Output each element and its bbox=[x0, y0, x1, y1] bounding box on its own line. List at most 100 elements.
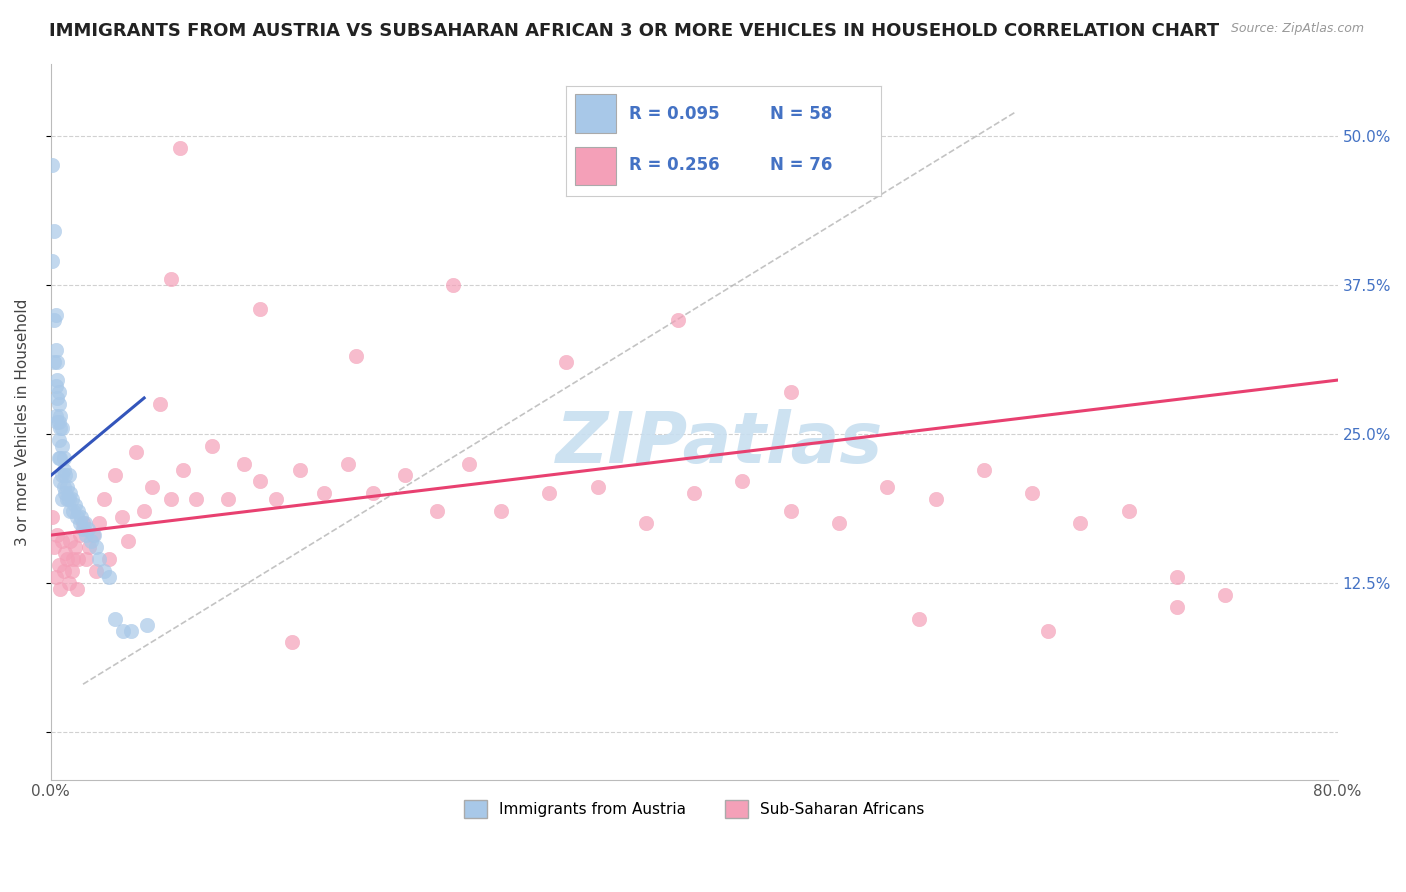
Point bbox=[586, 480, 609, 494]
Point bbox=[56, 492, 79, 507]
Point bbox=[288, 462, 311, 476]
Point bbox=[1166, 599, 1188, 614]
Point bbox=[1021, 486, 1043, 500]
Point bbox=[49, 450, 72, 465]
Text: IMMIGRANTS FROM AUSTRIA VS SUBSAHARAN AFRICAN 3 OR MORE VEHICLES IN HOUSEHOLD CO: IMMIGRANTS FROM AUSTRIA VS SUBSAHARAN AF… bbox=[49, 22, 1219, 40]
Point bbox=[149, 397, 172, 411]
Point bbox=[53, 486, 76, 500]
Point bbox=[337, 457, 360, 471]
Point bbox=[249, 301, 271, 316]
Point bbox=[63, 498, 86, 512]
Point bbox=[876, 480, 898, 494]
Point bbox=[51, 534, 73, 549]
Point bbox=[683, 486, 706, 500]
Point bbox=[426, 504, 449, 518]
Point bbox=[93, 492, 115, 507]
Point bbox=[73, 516, 96, 531]
Point bbox=[83, 528, 105, 542]
Point bbox=[97, 552, 120, 566]
Point bbox=[49, 582, 72, 596]
Point bbox=[52, 480, 75, 494]
Point bbox=[80, 534, 103, 549]
Point bbox=[97, 570, 120, 584]
Point bbox=[82, 528, 104, 542]
Point bbox=[42, 540, 65, 554]
Point bbox=[58, 492, 80, 507]
Text: Source: ZipAtlas.com: Source: ZipAtlas.com bbox=[1230, 22, 1364, 36]
Point bbox=[42, 224, 65, 238]
Point bbox=[41, 158, 63, 172]
Point bbox=[48, 558, 70, 572]
Point bbox=[136, 617, 159, 632]
Point bbox=[1069, 516, 1091, 531]
Point bbox=[112, 624, 135, 638]
Point bbox=[65, 582, 87, 596]
Point bbox=[172, 462, 194, 476]
Point bbox=[45, 308, 67, 322]
Point bbox=[49, 475, 72, 489]
Point bbox=[49, 421, 72, 435]
Point bbox=[51, 492, 73, 507]
Point bbox=[62, 552, 84, 566]
Point bbox=[346, 349, 368, 363]
Point bbox=[45, 379, 67, 393]
Point bbox=[53, 468, 76, 483]
Point bbox=[63, 540, 86, 554]
Point bbox=[93, 564, 115, 578]
Point bbox=[79, 540, 101, 554]
Point bbox=[46, 415, 69, 429]
Point bbox=[70, 510, 93, 524]
Point bbox=[48, 450, 70, 465]
Point bbox=[924, 492, 946, 507]
Point bbox=[666, 313, 689, 327]
Point bbox=[117, 534, 139, 549]
Point bbox=[554, 355, 576, 369]
Point bbox=[41, 253, 63, 268]
Point bbox=[441, 277, 464, 292]
Point bbox=[1166, 570, 1188, 584]
Point bbox=[973, 462, 995, 476]
Point bbox=[538, 486, 561, 500]
Point bbox=[58, 575, 80, 590]
Point bbox=[53, 546, 76, 560]
Point bbox=[65, 510, 87, 524]
Point bbox=[59, 534, 82, 549]
Point bbox=[46, 528, 69, 542]
Point bbox=[104, 612, 127, 626]
Point bbox=[87, 516, 110, 531]
Point bbox=[361, 486, 384, 500]
Point bbox=[62, 504, 84, 518]
Point bbox=[217, 492, 239, 507]
Point bbox=[67, 552, 90, 566]
Point bbox=[84, 540, 107, 554]
Point bbox=[41, 510, 63, 524]
Point bbox=[169, 140, 191, 154]
Point bbox=[281, 635, 304, 649]
Point bbox=[46, 355, 69, 369]
Point bbox=[72, 522, 94, 536]
Point bbox=[72, 516, 94, 531]
Point bbox=[48, 397, 70, 411]
Point bbox=[394, 468, 416, 483]
Point bbox=[489, 504, 512, 518]
Point bbox=[84, 564, 107, 578]
Point bbox=[134, 504, 156, 518]
Point bbox=[46, 391, 69, 405]
Point bbox=[458, 457, 481, 471]
Point bbox=[59, 504, 82, 518]
Point bbox=[264, 492, 287, 507]
Point bbox=[160, 271, 183, 285]
Point bbox=[104, 468, 127, 483]
Point bbox=[51, 439, 73, 453]
Point bbox=[314, 486, 336, 500]
Point bbox=[908, 612, 931, 626]
Point bbox=[76, 522, 98, 536]
Point bbox=[52, 462, 75, 476]
Point bbox=[141, 480, 163, 494]
Point bbox=[48, 415, 70, 429]
Point bbox=[87, 552, 110, 566]
Point bbox=[201, 439, 224, 453]
Point bbox=[232, 457, 254, 471]
Point bbox=[45, 409, 67, 423]
Point bbox=[120, 624, 142, 638]
